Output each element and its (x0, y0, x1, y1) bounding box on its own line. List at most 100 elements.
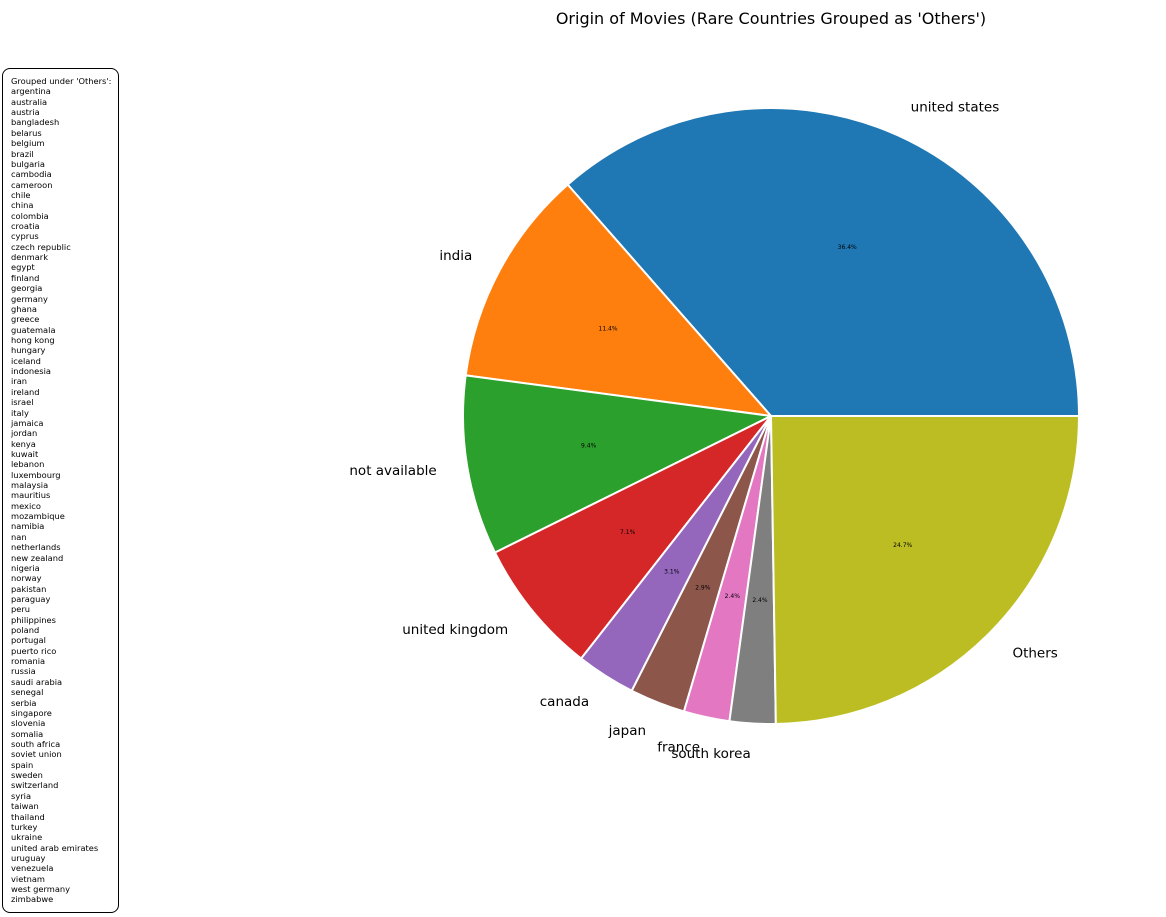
others-legend-box: Grouped under 'Others': argentina austral… (2, 68, 119, 913)
others-list-item: ghana (11, 303, 37, 314)
others-list-item: namibia (11, 521, 45, 532)
others-list-item: mauritius (11, 490, 51, 501)
others-list-item: uruguay (11, 852, 46, 863)
pie-category-label: united kingdom (402, 622, 508, 638)
others-list-item: hungary (11, 345, 46, 356)
others-list-item: senegal (11, 687, 44, 698)
others-list-item: cyprus (11, 231, 39, 242)
others-list-item: jordan (11, 428, 38, 439)
others-list-item: syria (11, 790, 32, 801)
others-list-item: bulgaria (11, 158, 45, 169)
others-list-item: georgia (11, 283, 43, 294)
others-list-item: finland (11, 272, 40, 283)
others-list-item: china (11, 200, 34, 211)
pie-category-label: india (439, 248, 472, 264)
others-list-item: egypt (11, 262, 35, 273)
others-list-item: zimbabwe (11, 894, 54, 905)
pie-slice-india (464, 183, 772, 417)
others-list-item: soviet union (11, 749, 62, 760)
others-list-item: iran (11, 376, 28, 387)
others-list-item: italy (11, 407, 29, 418)
others-list-item: sweden (11, 770, 43, 781)
pie-slice-others (770, 415, 1080, 725)
others-list-item: czech republic (11, 241, 71, 252)
others-list-item: peru (11, 604, 31, 615)
others-list-item: poland (11, 625, 40, 636)
others-list-item: netherlands (11, 542, 61, 553)
others-list-item: venezuela (11, 863, 54, 874)
others-list-item: kenya (11, 438, 36, 449)
others-list-item: mozambique (11, 511, 65, 522)
others-list-item: lebanon (11, 459, 45, 470)
others-list-item: norway (11, 573, 42, 584)
others-list-item: argentina (11, 86, 51, 97)
pie-category-label: japan (608, 723, 646, 739)
others-list-item: hong kong (11, 334, 55, 345)
others-list-item: switzerland (11, 780, 59, 791)
pie-slice-not-available (462, 374, 772, 554)
others-list-item: malaysia (11, 480, 49, 491)
others-list-item: taiwan (11, 801, 39, 812)
pie-pct-label: 2.4% (725, 593, 741, 600)
others-list-item: serbia (11, 697, 37, 708)
others-list-item: somalia (11, 728, 44, 739)
others-list-item: slovenia (11, 718, 46, 729)
pie-category-label: france (657, 739, 700, 755)
pie-pct-label: 2.4% (752, 597, 768, 604)
others-list-item: luxembourg (11, 469, 61, 480)
others-list-item: cameroon (11, 179, 53, 190)
others-list-item: portugal (11, 635, 46, 646)
others-list-item: bangladesh (11, 117, 60, 128)
others-heading: Grouped under 'Others': (11, 76, 112, 86)
others-list-item: new zealand (11, 552, 64, 563)
others-list-item: cambodia (11, 169, 52, 180)
others-list-item: croatia (11, 221, 40, 232)
pie-slice-united-states (566, 107, 1080, 417)
others-list-item: puerto rico (11, 645, 57, 656)
others-list-item: mexico (11, 500, 41, 511)
others-list-item: ukraine (11, 832, 43, 843)
pie-pct-label: 3.1% (664, 568, 680, 575)
others-list-item: nigeria (11, 562, 40, 573)
others-list-item: romania (11, 656, 46, 667)
others-list-item: singapore (11, 707, 52, 718)
others-list-item: thailand (11, 811, 45, 822)
others-list-item: chile (11, 189, 31, 200)
others-list-item: australia (11, 96, 48, 107)
pie-pct-label: 2.9% (695, 584, 711, 591)
others-list-item: turkey (11, 821, 38, 832)
others-list-item: iceland (11, 355, 41, 366)
pie-pct-label: 24.7% (893, 542, 912, 549)
chart-title: Origin of Movies (Rare Countries Grouped… (555, 9, 987, 28)
others-list-item: germany (11, 293, 48, 304)
pie-category-label: south korea (671, 746, 750, 762)
others-list-item: denmark (11, 252, 49, 263)
others-list-item: jamaica (11, 417, 44, 428)
others-list-item: belarus (11, 127, 42, 138)
others-list-item: paraguay (11, 593, 51, 604)
others-list-item: guatemala (11, 324, 56, 335)
others-list-item: west germany (11, 884, 71, 895)
pie-category-label: united states (911, 99, 1000, 115)
pie-pct-label: 36.4% (838, 244, 857, 251)
pie-slice-united-kingdom (493, 415, 772, 660)
others-list-item: colombia (11, 210, 49, 221)
others-list-item: saudi arabia (11, 676, 63, 687)
pie-category-label: canada (540, 694, 589, 710)
others-list-item: south africa (11, 739, 61, 749)
others-list-item: pakistan (11, 583, 47, 594)
others-list-item: ireland (11, 386, 40, 397)
pie-category-label: Others (1012, 646, 1057, 662)
others-list-item: spain (11, 759, 34, 770)
pie-pct-label: 9.4% (581, 443, 597, 450)
pie-pct-label: 11.4% (599, 325, 618, 332)
others-list-item: austria (11, 107, 40, 118)
others-list-item: israel (11, 397, 34, 408)
others-list-item: vietnam (11, 873, 45, 884)
pie-category-label: not available (349, 463, 436, 479)
others-list-item: russia (11, 666, 36, 677)
others-list-item: brazil (11, 148, 34, 159)
others-list-item: belgium (11, 138, 45, 149)
pie-pct-label: 7.1% (620, 529, 636, 536)
